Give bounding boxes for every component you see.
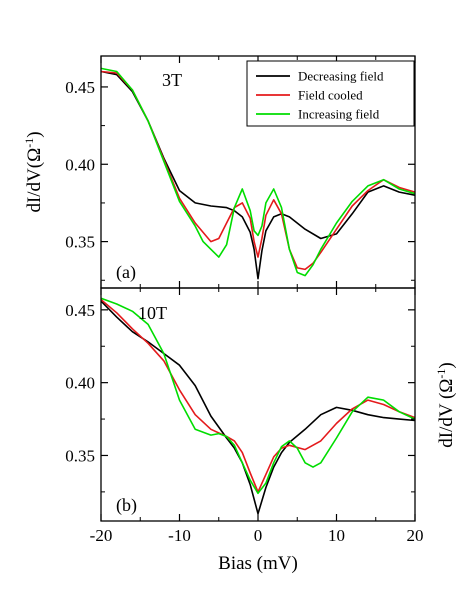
panel-label: (b)	[116, 495, 137, 516]
series-line-decreasing-field	[100, 70, 416, 280]
x-axis-label: Bias (mV)	[218, 553, 298, 574]
y-axis-label-sup: -1	[22, 138, 36, 148]
legend: Decreasing field Field cooled Increasing f…	[246, 60, 415, 127]
y-axis-label-main: dI/dV(	[24, 162, 45, 213]
y-axis-label-close: )	[436, 362, 457, 368]
y-axis-label-unit: Ω	[436, 379, 457, 393]
y-axis-label-unit: Ω	[24, 148, 45, 162]
panel-label: (a)	[116, 262, 136, 283]
series-line-field-cooled	[100, 298, 416, 493]
legend-box	[246, 60, 415, 127]
y-tick-label: 0.35	[65, 446, 95, 465]
y-tick-label: 0.40	[65, 374, 95, 393]
field-label: 3T	[162, 70, 182, 90]
x-tick-label: 0	[254, 526, 263, 545]
y-tick-label: 0.35	[65, 233, 95, 252]
y-axis-label: dI/dV (Ω-1)	[434, 362, 457, 448]
y-tick-label: 0.40	[65, 155, 95, 174]
series-line-field-cooled	[100, 70, 416, 271]
y-tick-label: 0.45	[65, 301, 95, 320]
legend-entry: Increasing field	[298, 107, 380, 122]
y-axis-label-main: dI/dV (	[436, 393, 457, 448]
x-tick-label: -20	[90, 526, 113, 545]
legend-entry: Decreasing field	[298, 69, 384, 84]
legend-entry: Field cooled	[298, 88, 363, 103]
series-line-decreasing-field	[100, 300, 416, 515]
y-tick-label: 0.45	[65, 78, 95, 97]
series-line-increasing-field	[100, 297, 416, 495]
panel-a: 0.45 0.40 0.35 (a) 3T dI/dV(Ω-1)	[22, 55, 416, 289]
series-line-increasing-field	[100, 67, 416, 277]
field-label: 10T	[138, 303, 167, 323]
y-axis-label: dI/dV(Ω-1)	[22, 131, 45, 212]
panel-b: 0.45 0.40 0.35 (b) 10T dI/dV (Ω-1)	[65, 287, 457, 522]
x-tick-label: 10	[328, 526, 345, 545]
y-axis-label-close: )	[24, 131, 45, 137]
x-tick-label: -10	[168, 526, 191, 545]
x-tick-label: 20	[407, 526, 424, 545]
y-axis-label-sup: -1	[434, 369, 448, 379]
